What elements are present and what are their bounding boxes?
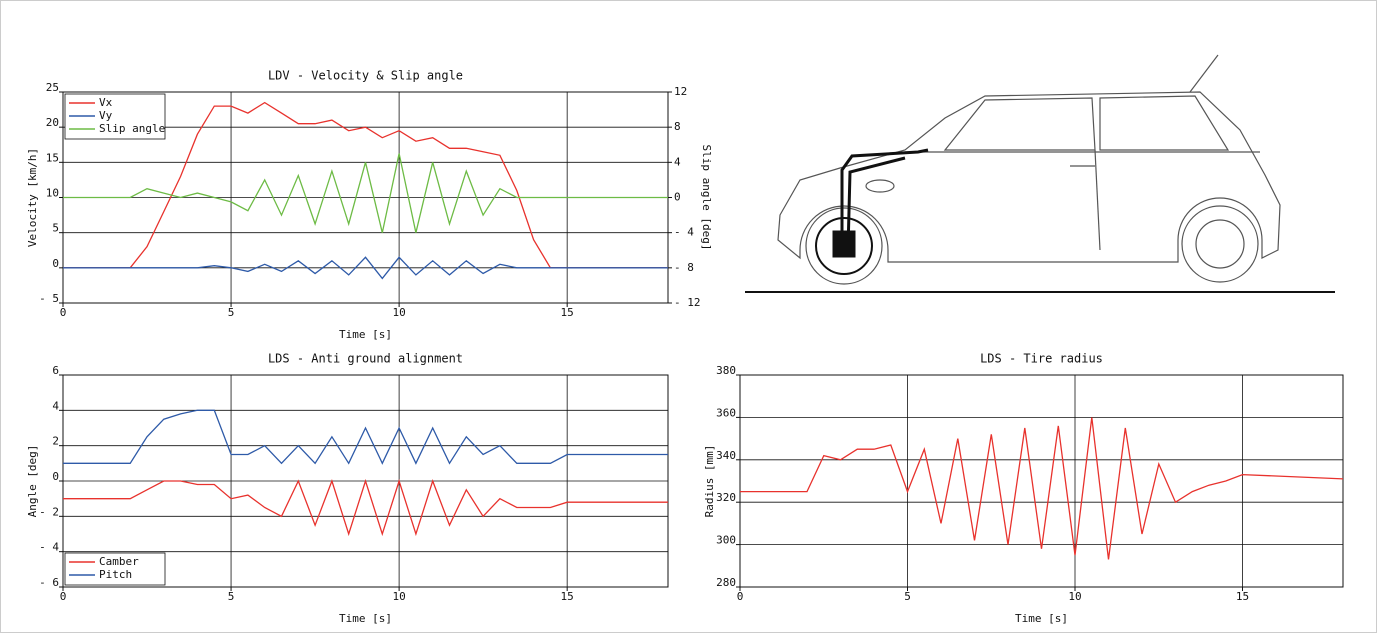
y2-tick-label: - 8 bbox=[674, 261, 694, 274]
legend-label: Pitch bbox=[99, 568, 132, 581]
y2-tick-label: - 4 bbox=[674, 226, 694, 239]
y-tick-label: 280 bbox=[716, 576, 736, 589]
car-drawing bbox=[777, 54, 1281, 285]
x-tick-label: 0 bbox=[60, 306, 67, 319]
y2-tick-label: - 12 bbox=[674, 296, 701, 309]
y-tick-label: 15 bbox=[46, 151, 59, 164]
sensor-arm bbox=[815, 148, 929, 275]
y-tick-label: 2 bbox=[52, 435, 59, 448]
y-axis-label: Angle [deg] bbox=[26, 445, 39, 518]
legend-label: Camber bbox=[99, 555, 139, 568]
y2-tick-label: 8 bbox=[674, 120, 681, 133]
y-tick-label: 25 bbox=[46, 81, 59, 94]
x-axis-label: Time [s] bbox=[1015, 612, 1068, 625]
data-line bbox=[63, 153, 668, 233]
x-tick-label: 5 bbox=[904, 590, 911, 603]
y-tick-label: - 6 bbox=[39, 576, 59, 589]
chart-title: LDS - Tire radius bbox=[980, 352, 1103, 366]
y-tick-label: 10 bbox=[46, 187, 59, 200]
y2-axis-label: Slip angle [deg] bbox=[700, 145, 713, 251]
x-tick-label: 10 bbox=[392, 306, 405, 319]
legend-label: Vx bbox=[99, 96, 113, 109]
y-tick-label: 340 bbox=[716, 449, 736, 462]
y2-tick-label: 0 bbox=[674, 191, 681, 204]
chart-title: LDS - Anti ground alignment bbox=[268, 352, 463, 366]
data-line bbox=[63, 101, 668, 269]
y-tick-label: 20 bbox=[46, 116, 59, 129]
y-tick-label: 360 bbox=[716, 406, 736, 419]
data-line bbox=[740, 417, 1344, 560]
x-tick-label: 5 bbox=[228, 306, 235, 319]
y2-tick-label: 12 bbox=[674, 85, 687, 98]
y2-tick-label: 4 bbox=[674, 155, 681, 168]
y-axis-label: Radius [mm] bbox=[703, 445, 716, 518]
x-axis-label: Time [s] bbox=[339, 328, 392, 341]
x-axis-label: Time [s] bbox=[339, 612, 392, 625]
y-tick-label: - 4 bbox=[39, 541, 59, 554]
legend-label: Slip angle bbox=[99, 122, 165, 135]
x-tick-label: 0 bbox=[737, 590, 744, 603]
y-tick-label: 0 bbox=[52, 257, 59, 270]
y-tick-label: 0 bbox=[52, 470, 59, 483]
x-tick-label: 10 bbox=[392, 590, 405, 603]
y-tick-label: 300 bbox=[716, 534, 736, 547]
y-tick-label: - 2 bbox=[39, 505, 59, 518]
legend-box bbox=[64, 552, 166, 586]
y-tick-label: 5 bbox=[52, 222, 59, 235]
y-tick-label: - 5 bbox=[39, 292, 59, 305]
y-tick-label: 6 bbox=[52, 364, 59, 377]
x-tick-label: 10 bbox=[1068, 590, 1081, 603]
x-tick-label: 5 bbox=[228, 590, 235, 603]
data-line bbox=[63, 256, 668, 280]
chart-title: LDV - Velocity & Slip angle bbox=[268, 69, 463, 83]
legend-label: Vy bbox=[99, 109, 113, 122]
x-tick-label: 15 bbox=[1236, 590, 1249, 603]
data-line bbox=[63, 409, 668, 465]
y-tick-label: 4 bbox=[52, 399, 59, 412]
y-tick-label: 380 bbox=[716, 364, 736, 377]
y-axis-label: Velocity [km/h] bbox=[26, 148, 39, 247]
x-tick-label: 15 bbox=[561, 306, 574, 319]
x-tick-label: 15 bbox=[561, 590, 574, 603]
data-line bbox=[63, 478, 668, 537]
x-tick-label: 0 bbox=[60, 590, 67, 603]
y-tick-label: 320 bbox=[716, 491, 736, 504]
